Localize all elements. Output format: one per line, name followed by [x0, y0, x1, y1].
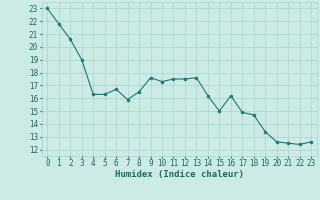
X-axis label: Humidex (Indice chaleur): Humidex (Indice chaleur)	[115, 170, 244, 179]
